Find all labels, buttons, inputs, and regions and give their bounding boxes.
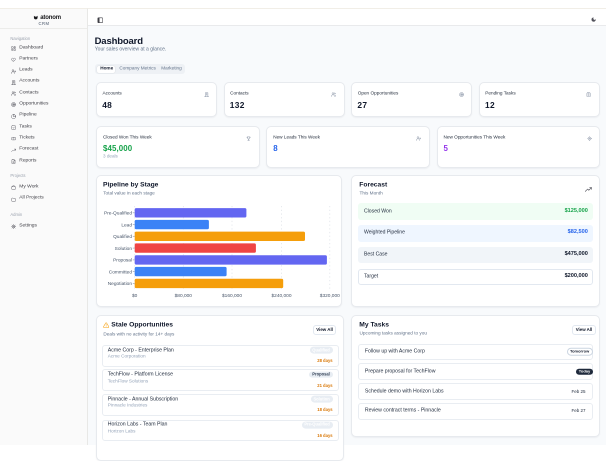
svg-text:Proposal: Proposal bbox=[113, 258, 132, 264]
svg-text:Qualified: Qualified bbox=[113, 234, 132, 240]
svg-text:$80,000: $80,000 bbox=[175, 293, 193, 299]
svg-text:$320,000: $320,000 bbox=[320, 293, 340, 299]
svg-text:Solution: Solution bbox=[115, 246, 133, 252]
svg-text:Lead: Lead bbox=[121, 222, 132, 228]
svg-text:$160,000: $160,000 bbox=[222, 293, 242, 299]
svg-text:$0: $0 bbox=[132, 293, 138, 299]
svg-text:Committed: Committed bbox=[109, 269, 133, 275]
svg-text:Negotiation: Negotiation bbox=[108, 281, 133, 287]
svg-text:Pre-Qualified: Pre-Qualified bbox=[104, 211, 132, 217]
svg-text:$240,000: $240,000 bbox=[271, 293, 291, 299]
